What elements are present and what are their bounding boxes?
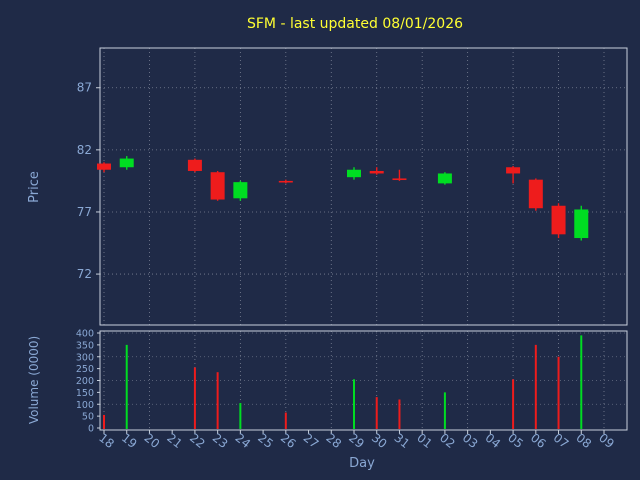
volume-tick-label: 0 <box>88 424 94 435</box>
x-tick-label: 31 <box>392 431 413 451</box>
x-axis-label: Day <box>349 456 375 471</box>
x-tick-label: 04 <box>482 431 503 451</box>
candlestick-series <box>97 156 589 241</box>
x-tick-label: 29 <box>346 431 367 451</box>
x-tick-label: 25 <box>255 431 276 451</box>
candle <box>392 169 407 181</box>
x-tick-label: 02 <box>437 431 458 451</box>
x-tick-label: 03 <box>460 431 481 451</box>
x-tick-label: 27 <box>301 431 322 451</box>
axis-spines <box>99 47 628 431</box>
x-tick-label: 01 <box>414 431 435 451</box>
x-tick-label: 08 <box>573 431 594 451</box>
candle-body <box>97 163 111 170</box>
x-tick-label: 19 <box>119 431 140 451</box>
volume-tick-label: 100 <box>76 400 94 411</box>
candle-body <box>233 182 248 199</box>
candle-body <box>574 209 589 239</box>
candle <box>369 167 384 175</box>
candle-body <box>347 169 361 178</box>
gridlines <box>100 48 627 430</box>
candle <box>528 178 543 211</box>
volume-tick-label: 350 <box>76 340 94 351</box>
candle-body <box>437 173 452 184</box>
x-tick-label: 09 <box>596 431 617 451</box>
chart-title: SFM - last updated 08/01/2026 <box>247 16 463 32</box>
x-tick-label: 18 <box>96 431 117 451</box>
candle <box>97 162 111 173</box>
candle-body <box>506 167 521 174</box>
x-tick-label: 07 <box>551 431 572 451</box>
candle <box>233 180 248 201</box>
x-tick-label: 22 <box>187 431 208 451</box>
volume-tick-label: 50 <box>82 412 94 423</box>
x-tick-label: 28 <box>323 431 344 451</box>
candle <box>574 205 589 241</box>
candle <box>187 158 202 173</box>
price-axis-label: Price <box>27 171 42 203</box>
candle <box>119 156 134 170</box>
price-panel-border <box>99 47 628 326</box>
x-tick-label: 21 <box>164 431 185 451</box>
candle-body <box>210 172 225 200</box>
price-tick-label: 77 <box>77 205 92 219</box>
candle <box>210 170 225 201</box>
volume-tick-label: 200 <box>76 376 94 387</box>
candle <box>278 179 293 184</box>
volume-tick-label: 150 <box>76 388 94 399</box>
x-tick-label: 06 <box>528 431 549 451</box>
candle-body <box>551 205 566 235</box>
candle <box>551 203 566 239</box>
volume-panel-border <box>99 330 628 431</box>
candle-body <box>187 159 202 171</box>
x-tick-label: 05 <box>505 431 526 451</box>
volume-tick-label: 250 <box>76 364 94 375</box>
price-tick-label: 82 <box>77 143 92 157</box>
candle <box>506 166 521 184</box>
volume-tick-label: 300 <box>76 352 94 363</box>
candle-body <box>119 158 134 168</box>
x-tick-label: 24 <box>232 431 253 451</box>
price-tick-label: 72 <box>77 267 92 281</box>
x-tick-label: 20 <box>142 431 163 451</box>
volume-axis-label: Volume (0000) <box>27 336 41 424</box>
candle-body <box>528 179 543 209</box>
x-tick-label: 26 <box>278 431 299 451</box>
candle <box>347 167 361 180</box>
candle <box>437 172 452 185</box>
volume-tick-label: 400 <box>76 329 94 340</box>
candle-body <box>278 180 293 183</box>
volume-series <box>103 335 583 429</box>
candle-body <box>392 178 407 181</box>
price-tick-label: 87 <box>77 81 92 95</box>
x-tick-label: 23 <box>210 431 231 451</box>
candle-body <box>369 170 384 174</box>
x-tick-label: 30 <box>369 431 390 451</box>
